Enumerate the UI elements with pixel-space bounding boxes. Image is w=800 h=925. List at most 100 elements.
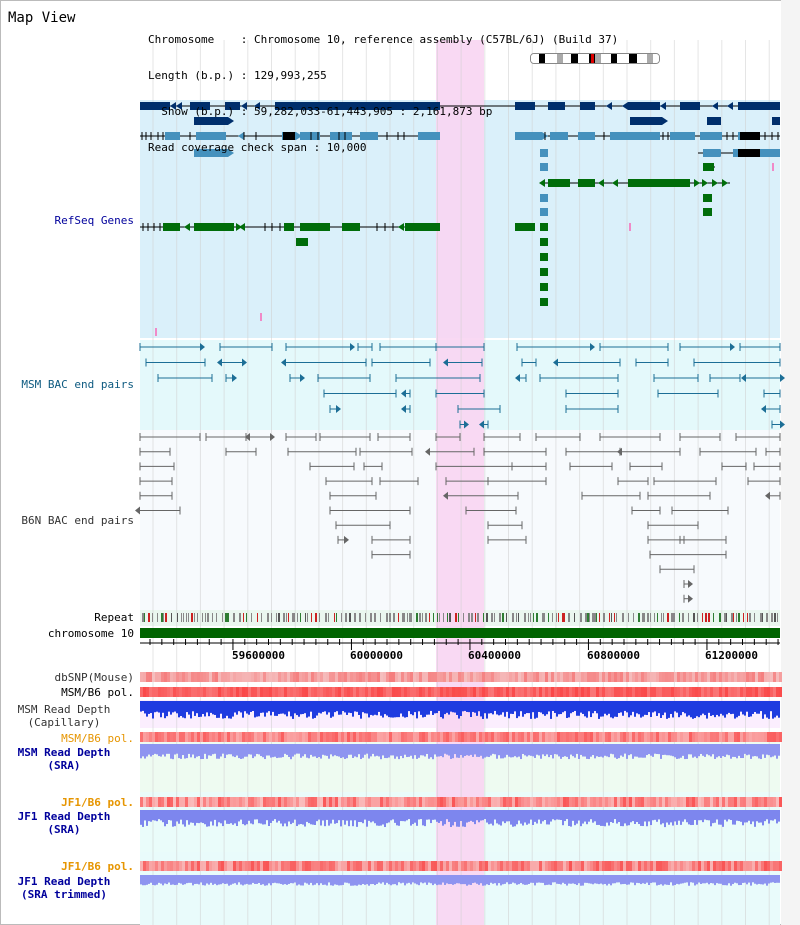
depth-bar [424,701,426,717]
depth-bar [334,701,336,713]
track-label-jf1-b6-pol-trim[interactable]: JF1/B6 pol. [61,860,134,873]
depth-bar [324,744,326,756]
depth-bar [240,810,242,820]
heat-cell [476,732,479,742]
heat-cell [320,797,323,807]
depth-bar [338,810,340,821]
track-label-msm-b6-pol[interactable]: MSM/B6 pol. [61,686,134,699]
track-label-msm-b6-pol-sra[interactable]: MSM/B6 pol. [61,732,134,745]
depth-bar [308,701,310,717]
track-label-repeat[interactable]: Repeat [94,611,134,624]
track-label-refseq-genes[interactable]: RefSeq Genes [54,214,134,227]
heat-cell [368,672,371,682]
depth-bar [554,875,556,883]
heat-cell [512,672,515,682]
heat-cell [362,861,365,871]
depth-bar [182,744,184,756]
depth-bar [614,810,616,820]
heat-cell [344,797,347,807]
heat-cell [242,732,245,742]
track-label-jf1-depth-trimmed[interactable]: JF1 Read Depth (SRA trimmed) [0,875,134,901]
heat-cell [488,687,491,697]
track-label-dbsnp[interactable]: dbSNP(Mouse) [54,671,134,684]
depth-bar [490,875,492,883]
heat-cell [245,732,248,742]
heat-cell [464,797,467,807]
heat-cell [173,732,176,742]
heat-cell [662,687,665,697]
heat-cell [191,672,194,682]
gene-exon-block [515,132,542,140]
depth-bar [582,810,584,824]
depth-bar [230,744,232,755]
depth-bar [276,875,278,884]
repeat-element [705,613,707,622]
heat-cell [488,861,491,871]
heat-cell [353,797,356,807]
heat-cell [569,687,572,697]
track-label-jf1-depth-sra[interactable]: JF1 Read Depth (SRA) [0,810,134,836]
heat-cell [458,732,461,742]
heat-cell [377,861,380,871]
heat-cell [443,672,446,682]
heat-cell [590,732,593,742]
depth-bar [142,744,144,757]
track-label-msm-depth-sra[interactable]: MSM Read Depth (SRA) [0,746,134,772]
repeat-element [682,613,684,622]
heat-cell [380,861,383,871]
heat-cell [767,797,770,807]
heat-cell [257,861,260,871]
depth-bar [656,744,658,755]
track-label-msm-bac[interactable]: MSM BAC end pairs [21,378,134,391]
depth-bar [266,810,268,821]
depth-bar [298,701,300,717]
depth-bar [558,701,560,715]
bac-end-left [401,405,406,413]
heat-cell [146,687,149,697]
heat-cell [311,861,314,871]
depth-bar [654,701,656,712]
heat-cell [617,672,620,682]
heat-cell [587,732,590,742]
heat-cell [380,732,383,742]
depth-bar [338,701,340,715]
track-label-b6n-bac[interactable]: B6N BAC end pairs [21,514,134,527]
heat-cell [155,687,158,697]
chromosome-ideogram[interactable] [530,53,660,64]
heat-cell [590,687,593,697]
depth-bar [556,875,558,884]
repeat-element [749,613,751,622]
depth-bar [770,875,772,883]
heat-cell [539,732,542,742]
depth-bar [162,875,164,886]
ideogram-band [653,54,659,63]
repeat-element [596,613,597,622]
depth-bar [564,744,566,757]
ruler-tick-label: 60400000 [468,649,521,662]
heat-cell [338,861,341,871]
heat-cell [587,672,590,682]
heat-cell [437,732,440,742]
heat-cell [284,672,287,682]
heat-cell [512,861,515,871]
heat-cell [563,687,566,697]
track-label-jf1-b6-pol[interactable]: JF1/B6 pol. [61,796,134,809]
repeat-element [261,613,262,622]
depth-bar [268,701,270,712]
depth-bar [368,810,370,821]
track-label-msm-depth-capillary[interactable]: MSM Read Depth (Capillary) [0,703,134,729]
heat-cell [770,672,773,682]
heat-cell [446,687,449,697]
heat-cell [281,861,284,871]
heat-cell [587,797,590,807]
repeat-element [552,613,553,622]
heat-cell [203,861,206,871]
heat-cell [476,861,479,871]
heat-cell [524,797,527,807]
gene-strand-arrow [174,223,180,231]
heat-cell [620,797,623,807]
depth-bar [188,875,190,883]
heat-cell [461,687,464,697]
heat-cell [428,687,431,697]
